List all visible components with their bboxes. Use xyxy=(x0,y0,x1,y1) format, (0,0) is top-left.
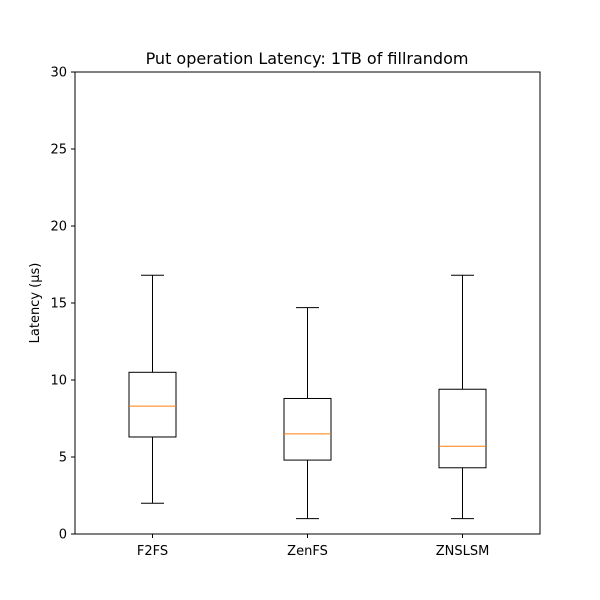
y-tick-label-5: 5 xyxy=(59,451,67,466)
chart-title: Put operation Latency: 1TB of fillrandom xyxy=(146,49,469,68)
y-tick-label-25: 25 xyxy=(50,143,67,158)
x-axis: F2FS ZenFS ZNSLSM xyxy=(137,534,489,559)
y-tick-label-10: 10 xyxy=(50,374,67,389)
y-tick-label-15: 15 xyxy=(50,297,67,312)
y-tick-label-0: 0 xyxy=(59,528,67,543)
iqr-box-zenfs xyxy=(283,397,332,461)
boxes xyxy=(128,274,487,520)
x-tick-label-zenfs: ZenFS xyxy=(287,544,328,559)
y-tick-label-20: 20 xyxy=(50,220,67,235)
box-zenfs xyxy=(283,307,332,520)
x-tick-label-znslsm: ZNSLSM xyxy=(436,544,490,559)
iqr-box-znslsm xyxy=(438,388,487,469)
iqr-box-f2fs xyxy=(128,371,177,438)
box-f2fs xyxy=(128,274,177,504)
plot-frame xyxy=(74,71,541,535)
y-axis-label: Latency (μs) xyxy=(28,263,43,344)
y-tick-label-30: 30 xyxy=(50,66,67,81)
box-znslsm xyxy=(438,274,487,520)
x-tick-label-f2fs: F2FS xyxy=(137,544,168,559)
y-axis: 0 5 10 15 20 25 30 xyxy=(50,66,75,543)
